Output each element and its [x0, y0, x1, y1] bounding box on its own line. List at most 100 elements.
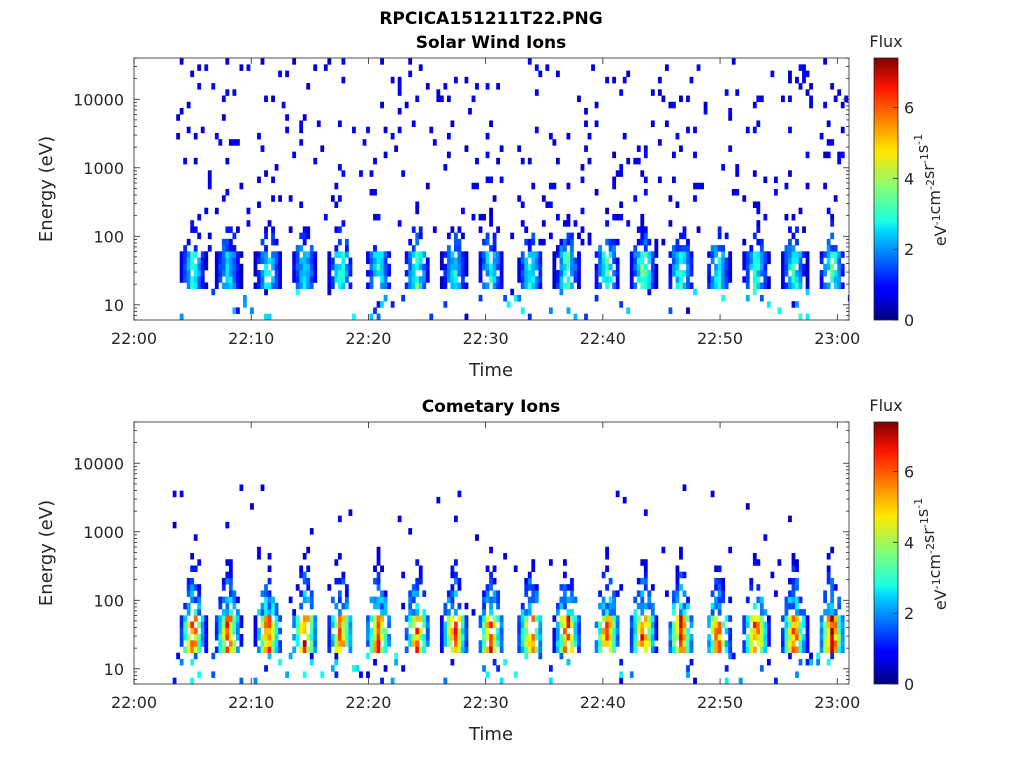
- spectrogram-cell: [668, 646, 673, 654]
- spectrogram-cell: [172, 521, 177, 529]
- spectrogram-cell: [190, 621, 195, 629]
- spectrogram-cell: [369, 251, 374, 258]
- spectrogram-cell: [499, 282, 504, 290]
- spectrogram-cell: [781, 276, 785, 283]
- x-axis-label: Time: [468, 724, 513, 745]
- spectrogram-cell: [679, 145, 683, 152]
- spectrogram-cell: [475, 182, 479, 190]
- spectrogram-cell: [274, 627, 279, 635]
- spectrogram-cell: [791, 590, 796, 597]
- spectrogram-cell: [538, 251, 543, 258]
- spectrogram-cell: [840, 251, 845, 258]
- spectrogram-cell: [172, 490, 177, 498]
- spectrogram-cell: [235, 627, 240, 635]
- spectrogram-cell: [348, 282, 353, 290]
- spectrogram-cell: [373, 157, 377, 165]
- spectrogram-cell: [327, 263, 332, 271]
- spectrogram-cell: [443, 602, 448, 610]
- spectrogram-cell: [791, 559, 796, 566]
- spectrogram-cell: [376, 571, 381, 579]
- spectrogram-cell: [411, 282, 416, 290]
- spectrogram-cell: [330, 596, 335, 604]
- spectrogram-cell: [415, 627, 420, 635]
- spectrogram-cell: [777, 307, 782, 314]
- spectrogram-cell: [496, 640, 501, 647]
- spectrogram-cell: [724, 263, 729, 271]
- spectrogram-cell: [563, 571, 567, 579]
- spectrogram-cell: [756, 201, 761, 208]
- spectrogram-cell: [278, 195, 282, 202]
- spectrogram-cell: [446, 270, 451, 277]
- spectrogram-cell: [517, 257, 522, 265]
- spectrogram-cell: [228, 226, 233, 233]
- spectrogram-cell: [271, 646, 275, 654]
- spectrogram-cell: [299, 270, 304, 277]
- spectrogram-cell: [605, 76, 610, 84]
- spectrogram-cell: [563, 251, 567, 258]
- spectrogram-cell: [320, 145, 325, 152]
- spectrogram-cell: [714, 577, 719, 585]
- spectrogram-cell: [566, 634, 571, 641]
- spectrogram-cell: [837, 602, 842, 610]
- spectrogram-cell: [232, 89, 237, 96]
- spectrogram-cell: [605, 602, 610, 610]
- spectrogram-cell: [724, 270, 729, 277]
- spectrogram-cell: [443, 609, 448, 616]
- spectrogram-cell: [492, 282, 497, 290]
- spectrogram-cell: [643, 565, 648, 572]
- spectrogram-cell: [629, 263, 634, 271]
- spectrogram-cell: [615, 170, 620, 177]
- spectrogram-cell: [759, 294, 764, 302]
- spectrogram-cell: [207, 170, 212, 177]
- spectrogram-cell: [517, 640, 522, 647]
- spectrogram-cell: [401, 294, 406, 302]
- spectrogram-cell: [805, 276, 810, 283]
- spectrogram-cell: [524, 634, 529, 641]
- spectrogram-cell: [795, 621, 799, 629]
- spectrogram-cell: [334, 251, 339, 258]
- spectrogram-cell: [292, 609, 297, 616]
- spectrogram-cell: [672, 640, 676, 647]
- spectrogram-cell: [577, 627, 581, 635]
- spectrogram-cell: [376, 313, 381, 320]
- spectrogram-cell: [657, 176, 662, 184]
- spectrogram-cell: [675, 646, 680, 654]
- spectrogram-cell: [267, 596, 272, 604]
- spectrogram-cell: [756, 640, 761, 647]
- spectrogram-cell: [271, 195, 275, 202]
- spectrogram-cell: [221, 257, 226, 265]
- spectrogram-cell: [749, 245, 754, 252]
- spectrogram-cell: [759, 621, 764, 629]
- spectrogram-cell: [253, 627, 258, 635]
- spectrogram-cell: [756, 95, 761, 103]
- spectrogram-cell: [714, 270, 719, 277]
- spectrogram-cell: [302, 276, 307, 283]
- spectrogram-cell: [605, 565, 610, 572]
- spectrogram-cell: [313, 646, 318, 654]
- spectrogram-cell: [615, 213, 620, 221]
- spectrogram-cell: [601, 602, 606, 610]
- spectrogram-cell: [176, 652, 181, 660]
- spectrogram-cell: [380, 276, 384, 283]
- spectrogram-cell: [204, 646, 209, 654]
- spectrogram-cell: [524, 621, 529, 629]
- spectrogram-cell: [686, 596, 690, 604]
- spectrogram-cell: [830, 251, 835, 258]
- spectrogram-cell: [823, 590, 828, 597]
- spectrogram-cell: [577, 270, 581, 277]
- spectrogram-cell: [415, 207, 420, 215]
- spectrogram-cell: [306, 282, 311, 290]
- spectrogram-cell: [830, 634, 835, 641]
- spectrogram-cell: [436, 496, 441, 504]
- spectrogram-cell: [752, 646, 757, 654]
- spectrogram-cell: [457, 245, 462, 252]
- spectrogram-cell: [450, 276, 455, 283]
- spectrogram-cell: [271, 263, 275, 271]
- spectrogram-cell: [584, 313, 588, 320]
- spectrogram-cell: [271, 282, 275, 290]
- spectrogram-cell: [313, 276, 318, 283]
- spectrogram-cell: [218, 596, 223, 604]
- y-tick-label: 1000: [83, 159, 124, 178]
- spectrogram-cell: [330, 621, 335, 629]
